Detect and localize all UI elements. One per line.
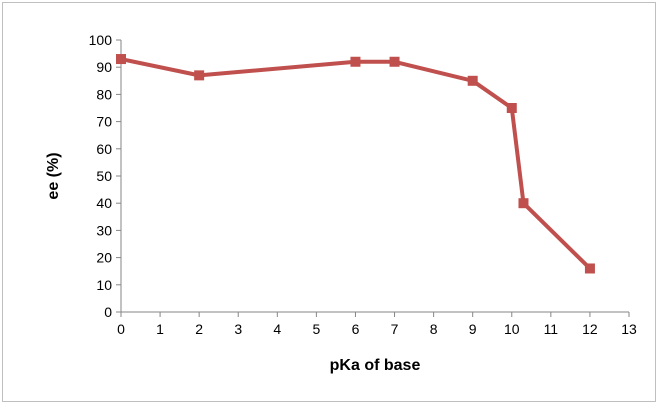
data-point (467, 75, 478, 86)
x-tick-label: 3 (234, 321, 242, 337)
y-tick-label: 60 (96, 141, 112, 157)
x-axis-ticks: 0 1 2 3 4 5 6 7 8 9 10 11 12 13 (117, 312, 637, 337)
y-tick-label: 70 (96, 114, 112, 130)
y-axis-ticks: 0 10 20 30 40 50 60 70 80 90 100 (89, 32, 121, 320)
x-tick-label: 1 (156, 321, 164, 337)
y-tick-label: 0 (104, 304, 112, 320)
x-tick-label: 12 (582, 321, 598, 337)
data-point (116, 54, 126, 65)
series-line (120, 57, 592, 270)
x-tick-label: 7 (391, 321, 399, 337)
y-tick-label: 10 (96, 277, 112, 293)
axes (120, 40, 629, 313)
y-tick-label: 100 (89, 32, 113, 48)
x-tick-label: 10 (504, 321, 520, 337)
x-tick-label: 13 (621, 321, 637, 337)
x-tick-label: 9 (469, 321, 477, 337)
y-tick-label: 50 (96, 168, 112, 184)
y-tick-label: 80 (96, 86, 112, 102)
x-tick-label: 4 (273, 321, 281, 337)
x-tick-label: 6 (352, 321, 360, 337)
data-point (506, 103, 517, 113)
x-tick-label: 2 (195, 321, 203, 337)
data-point (518, 198, 529, 209)
y-tick-label: 90 (96, 59, 112, 75)
x-axis-title: pKa of base (330, 357, 421, 374)
data-point (194, 70, 205, 81)
series-layer (116, 54, 595, 274)
data-point (389, 56, 400, 67)
y-tick-label: 20 (96, 250, 112, 266)
y-tick-label: 40 (96, 195, 112, 211)
data-point (584, 263, 595, 274)
data-point (350, 56, 361, 67)
x-tick-label: 11 (544, 321, 559, 337)
x-tick-label: 8 (430, 321, 438, 337)
x-tick-label: 0 (117, 321, 125, 337)
x-tick-label: 5 (312, 321, 320, 337)
y-axis-title: ee (%) (45, 152, 62, 199)
y-tick-label: 30 (96, 222, 112, 238)
